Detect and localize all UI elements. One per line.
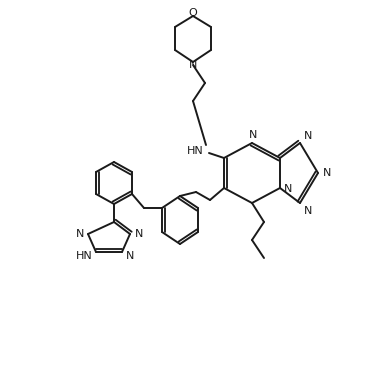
Text: N: N [304, 131, 312, 141]
Text: N: N [76, 229, 84, 239]
Text: N: N [126, 251, 134, 261]
Text: N: N [304, 206, 312, 216]
Text: N: N [249, 130, 257, 140]
Text: N: N [323, 168, 331, 178]
Text: HN: HN [187, 146, 204, 156]
Text: N: N [284, 184, 292, 194]
Text: N: N [189, 60, 197, 70]
Text: O: O [189, 8, 197, 18]
Text: N: N [135, 229, 143, 239]
Text: HN: HN [76, 251, 93, 261]
